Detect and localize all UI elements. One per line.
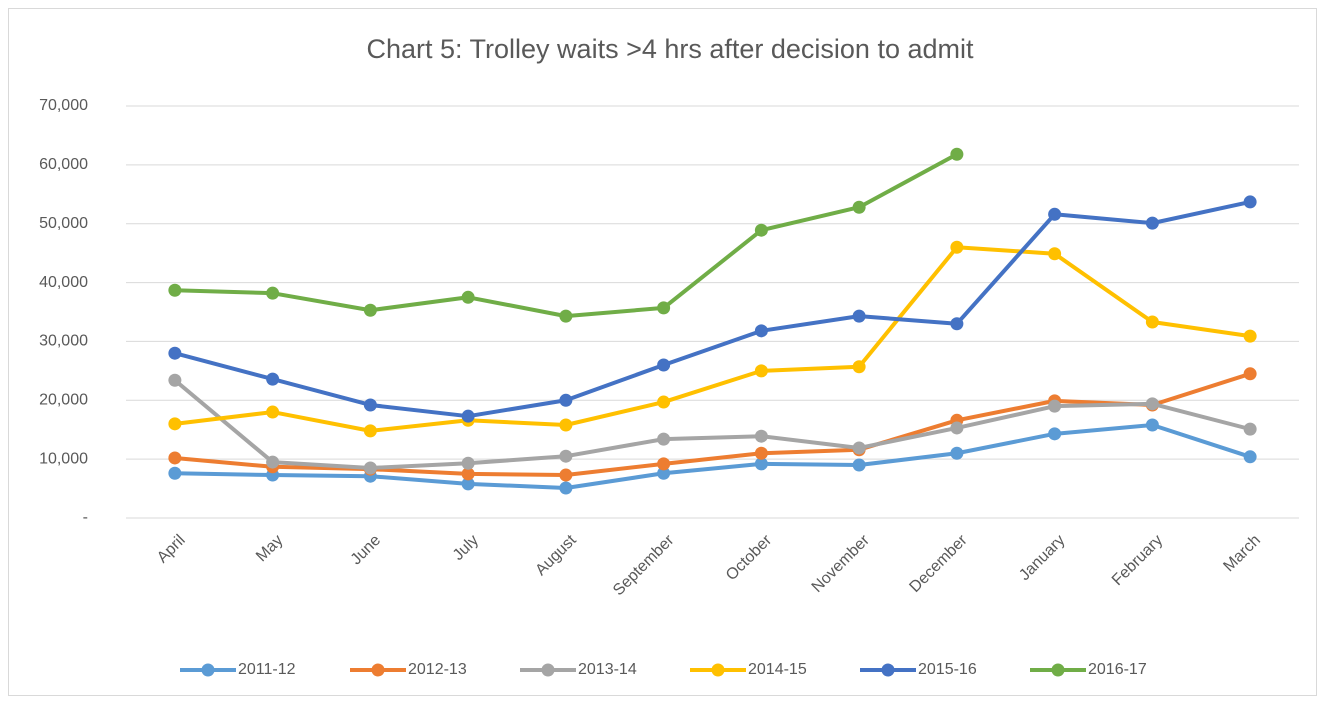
legend-label: 2015-16 — [918, 661, 977, 678]
data-point — [559, 481, 573, 495]
legend-label: 2014-15 — [748, 661, 807, 678]
data-point — [950, 446, 964, 460]
data-point — [657, 466, 671, 480]
data-point — [754, 446, 768, 460]
data-point — [363, 424, 377, 438]
data-point — [950, 317, 964, 331]
data-point — [754, 223, 768, 237]
data-point — [266, 286, 280, 300]
y-tick-label: 70,000 — [39, 97, 88, 114]
data-point — [461, 477, 475, 491]
y-tick-label: 60,000 — [39, 156, 88, 173]
chart-title: Chart 5: Trolley waits >4 hrs after deci… — [366, 34, 974, 64]
data-point — [1048, 207, 1062, 221]
data-point — [266, 405, 280, 419]
data-point — [266, 372, 280, 386]
data-point — [950, 421, 964, 435]
data-point — [1048, 399, 1062, 413]
data-point — [657, 395, 671, 409]
data-point — [950, 147, 964, 161]
legend-marker — [711, 663, 725, 677]
legend-label: 2011-12 — [238, 661, 296, 678]
data-point — [559, 309, 573, 323]
data-point — [1048, 427, 1062, 441]
series-line — [174, 423, 1251, 490]
data-point — [168, 466, 182, 480]
data-point — [1243, 450, 1257, 464]
data-point — [754, 429, 768, 443]
y-tick-label: 20,000 — [39, 392, 88, 409]
data-point — [657, 457, 671, 471]
data-point — [754, 364, 768, 378]
data-point — [1145, 418, 1159, 432]
data-point — [266, 455, 280, 469]
y-tick-label: 40,000 — [39, 274, 88, 291]
data-point — [168, 346, 182, 360]
data-point — [363, 398, 377, 412]
series-line — [174, 245, 1251, 433]
data-point — [1145, 315, 1159, 329]
series-line — [174, 199, 1251, 419]
data-point — [461, 456, 475, 470]
y-tick-label: 10,000 — [39, 450, 88, 467]
data-point — [754, 324, 768, 338]
legend-label: 2012-13 — [408, 661, 467, 678]
data-point — [852, 458, 866, 472]
data-point — [1145, 397, 1159, 411]
data-point — [168, 417, 182, 431]
data-point — [559, 468, 573, 482]
data-point — [168, 451, 182, 465]
data-point — [1243, 422, 1257, 436]
data-point — [363, 461, 377, 475]
data-point — [363, 303, 377, 317]
data-point — [852, 200, 866, 214]
series-line — [173, 378, 1251, 470]
y-tick-label: 30,000 — [39, 333, 88, 350]
data-point — [657, 301, 671, 315]
data-point — [1243, 195, 1257, 209]
data-point — [950, 240, 964, 254]
data-point — [559, 449, 573, 463]
y-tick-label: - — [83, 509, 88, 526]
data-point — [657, 432, 671, 446]
data-point — [559, 393, 573, 407]
legend-label: 2013-14 — [578, 661, 637, 678]
data-point — [1243, 367, 1257, 381]
legend-label: 2016-17 — [1088, 661, 1147, 678]
data-point — [559, 418, 573, 432]
legend-marker — [1051, 663, 1065, 677]
data-point — [1048, 247, 1062, 261]
data-point — [852, 360, 866, 374]
legend-marker — [881, 663, 895, 677]
legend-marker — [541, 663, 555, 677]
data-point — [168, 373, 182, 387]
data-point — [754, 457, 768, 471]
legend-marker — [201, 663, 215, 677]
chart-frame — [8, 8, 1317, 696]
data-point — [1145, 216, 1159, 230]
data-point — [461, 290, 475, 304]
data-point — [168, 283, 182, 297]
data-point — [461, 409, 475, 423]
data-point — [852, 441, 866, 455]
data-point — [461, 467, 475, 481]
data-point — [1243, 329, 1257, 343]
data-point — [852, 309, 866, 323]
y-tick-label: 50,000 — [39, 215, 88, 232]
data-point — [657, 358, 671, 372]
legend-marker — [371, 663, 385, 677]
